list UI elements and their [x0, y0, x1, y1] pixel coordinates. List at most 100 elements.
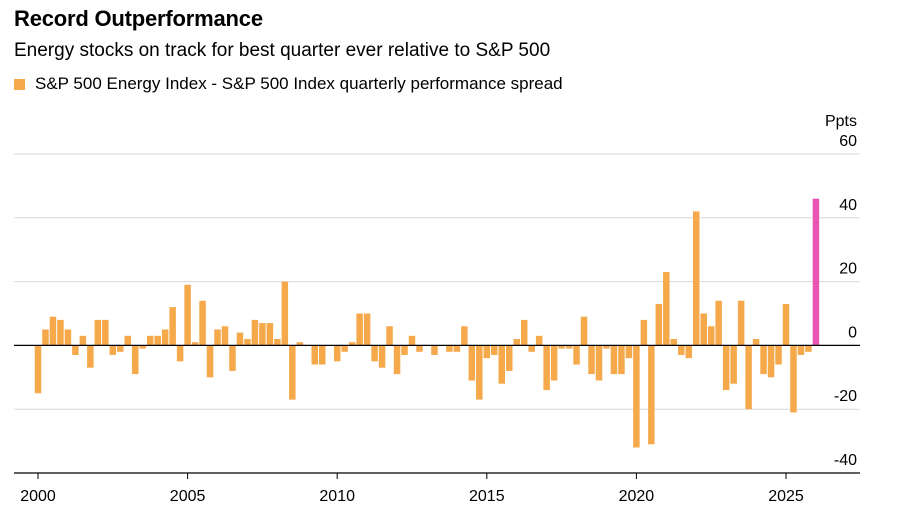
bar	[199, 300, 206, 346]
bar	[513, 339, 520, 346]
bar	[505, 345, 513, 371]
bar	[625, 345, 633, 359]
bar	[161, 329, 169, 346]
bar	[139, 345, 146, 349]
bar	[685, 345, 693, 359]
bar	[117, 345, 124, 352]
bar	[42, 329, 49, 346]
bar	[603, 345, 610, 349]
bar	[311, 345, 319, 365]
bar	[767, 345, 775, 378]
bar	[580, 316, 588, 346]
bar	[640, 319, 648, 346]
bar	[131, 345, 139, 375]
bar	[408, 335, 416, 346]
bar	[64, 329, 72, 346]
bar	[348, 342, 356, 346]
y-tick-label: 0	[848, 324, 857, 341]
bar	[333, 345, 341, 362]
bar	[498, 345, 506, 384]
bar	[236, 332, 244, 346]
bar	[87, 345, 94, 368]
bar	[431, 345, 438, 355]
bar	[146, 335, 154, 346]
axes: -40 -20 0 20 40 60 Ppts 2000 2005 2010 2015 2020 202…	[14, 113, 860, 505]
x-tick-label: 2010	[319, 488, 355, 505]
y-tick-label: -20	[834, 388, 857, 405]
bar	[558, 345, 565, 349]
bar	[102, 319, 109, 346]
bar	[281, 281, 289, 346]
y-axis-label: Ppts	[825, 113, 857, 130]
bar	[805, 345, 812, 352]
bar	[782, 303, 790, 346]
bar	[730, 345, 737, 384]
bar	[206, 345, 214, 378]
bar	[528, 345, 535, 352]
bar	[169, 307, 176, 346]
bar	[520, 319, 528, 346]
bar	[790, 345, 797, 413]
bar	[491, 345, 498, 355]
x-tick-label: 2000	[20, 488, 56, 505]
bar	[296, 342, 304, 346]
bar	[535, 335, 543, 346]
bar	[94, 319, 102, 346]
bar	[722, 345, 730, 391]
bar	[289, 345, 296, 400]
bar	[678, 345, 685, 355]
bar	[760, 345, 767, 375]
bar	[274, 339, 281, 346]
bar	[715, 300, 722, 346]
bar	[752, 339, 760, 346]
chart-subtitle: Energy stocks on track for best quarter …	[14, 40, 551, 61]
bar	[154, 335, 161, 346]
bar	[244, 339, 251, 346]
bar	[588, 345, 595, 375]
bar	[468, 345, 476, 381]
x-tick-label: 2015	[469, 488, 505, 505]
bar	[393, 345, 401, 375]
bar	[34, 345, 42, 394]
legend-swatch	[14, 78, 25, 90]
bar	[214, 329, 221, 346]
bar	[109, 345, 117, 355]
bar	[221, 326, 229, 346]
bar	[573, 345, 580, 365]
bar	[191, 342, 199, 346]
bar	[700, 313, 707, 346]
bar	[401, 345, 408, 355]
bar	[259, 323, 266, 346]
x-tick-label: 2005	[170, 488, 206, 505]
legend: S&P 500 Energy Index - S&P 500 Index qua…	[14, 74, 563, 94]
bar	[775, 345, 782, 365]
gridlines	[14, 153, 860, 474]
bar	[483, 345, 491, 359]
bar	[229, 345, 236, 371]
bar	[318, 345, 326, 365]
bar	[648, 345, 655, 445]
bar	[633, 345, 640, 448]
bars	[34, 198, 820, 448]
bar	[356, 313, 363, 346]
x-tick-label: 2025	[768, 488, 804, 505]
bar	[618, 345, 625, 375]
bar	[745, 345, 752, 410]
bar	[663, 272, 670, 346]
bar	[176, 345, 184, 362]
bar-latest-quarter	[812, 198, 820, 346]
bar	[550, 345, 558, 381]
bar	[670, 339, 678, 346]
bar	[363, 313, 371, 346]
bar	[446, 345, 453, 352]
y-tick-label: 60	[839, 133, 857, 150]
bar	[49, 316, 57, 346]
bar	[416, 345, 423, 352]
bar	[476, 345, 483, 400]
bar	[655, 303, 663, 346]
y-tick-label: 20	[839, 261, 857, 278]
bar	[371, 345, 378, 362]
bar	[378, 345, 386, 368]
bar	[707, 326, 715, 346]
